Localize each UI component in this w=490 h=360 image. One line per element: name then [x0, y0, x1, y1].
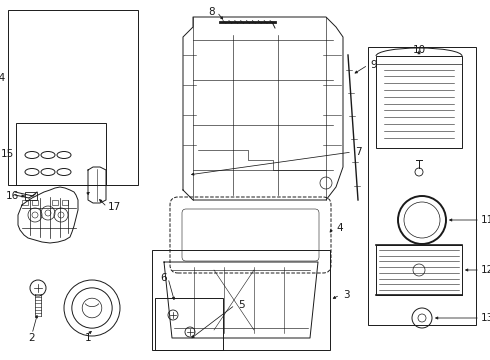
- Text: 17: 17: [108, 202, 121, 212]
- Bar: [32, 200, 38, 205]
- Text: 1: 1: [85, 333, 91, 343]
- Text: 13: 13: [481, 313, 490, 323]
- Bar: [155, 298, 223, 350]
- Bar: [52, 200, 58, 205]
- Text: 8: 8: [208, 7, 215, 17]
- Text: 14: 14: [0, 73, 6, 83]
- Bar: [368, 47, 476, 325]
- Bar: [62, 200, 68, 205]
- Bar: [376, 245, 462, 295]
- Bar: [16, 123, 106, 185]
- Bar: [376, 56, 462, 148]
- Text: 10: 10: [413, 45, 425, 55]
- Bar: [8, 10, 138, 185]
- Text: 15: 15: [1, 149, 14, 159]
- Text: 2: 2: [29, 333, 35, 343]
- Text: 4: 4: [336, 223, 343, 233]
- Text: 6: 6: [160, 273, 167, 283]
- Bar: [22, 200, 28, 205]
- Text: 5: 5: [238, 300, 245, 310]
- Text: 3: 3: [343, 290, 350, 300]
- Text: 11: 11: [481, 215, 490, 225]
- Bar: [25, 192, 37, 200]
- Bar: [152, 250, 330, 350]
- Text: 16: 16: [6, 191, 19, 201]
- Text: 7: 7: [355, 147, 362, 157]
- Text: 9: 9: [370, 60, 377, 70]
- Text: 12: 12: [481, 265, 490, 275]
